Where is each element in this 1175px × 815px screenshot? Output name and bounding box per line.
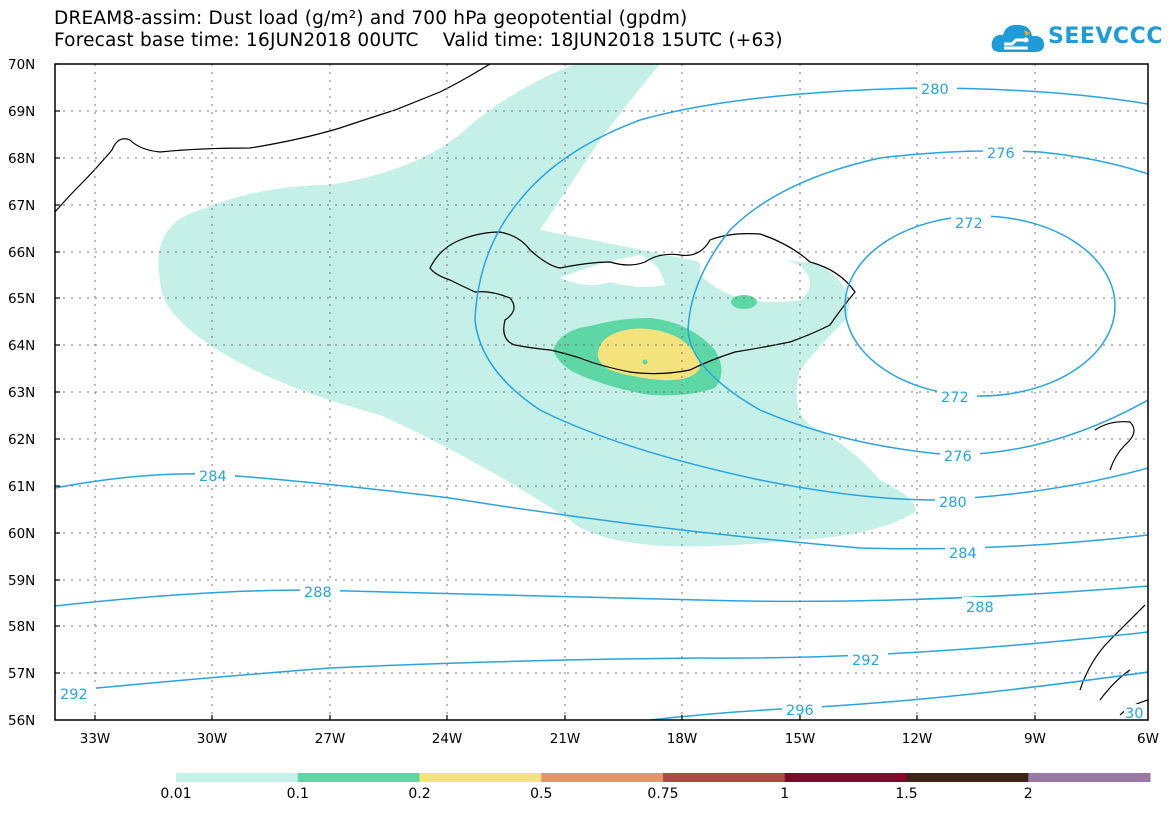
contour-label: 292 xyxy=(60,687,88,703)
lon-label: 27W xyxy=(315,731,346,747)
lon-label: 18W xyxy=(667,731,698,747)
contour-label: 272 xyxy=(941,390,969,406)
lat-label: 65N xyxy=(8,291,35,307)
contour-272 xyxy=(844,215,1116,397)
lat-label: 69N xyxy=(8,104,35,120)
title-line-2: Forecast base time: 16JUN2018 00UTC Vali… xyxy=(54,30,783,51)
lat-label: 68N xyxy=(8,151,35,167)
lat-label: 66N xyxy=(8,245,35,261)
lat-label: 61N xyxy=(8,479,35,495)
colorbar-tick-label: 0.1 xyxy=(286,786,309,802)
geopotential-contours xyxy=(55,87,1148,720)
colorbar-tick-label: 2 xyxy=(1023,786,1033,802)
contour-label: 272 xyxy=(955,216,983,232)
contour-label: 288 xyxy=(304,585,332,601)
lat-label: 60N xyxy=(8,526,35,542)
colorbar-tick-label: 0.75 xyxy=(647,786,679,802)
colorbar-segment xyxy=(784,773,907,782)
lon-label: 6W xyxy=(1137,731,1159,747)
contour-276-south xyxy=(687,329,1148,456)
contour-label: 280 xyxy=(939,495,967,511)
latitude-labels: 70N 69N 68N 67N 66N 65N 64N 63N 62N 61N … xyxy=(8,57,35,729)
lon-label: 9W xyxy=(1024,731,1046,747)
lat-label: 62N xyxy=(8,432,35,448)
colorbar-tick-label: 0.2 xyxy=(408,786,431,802)
colorbar-segment xyxy=(297,773,420,782)
contour-280 xyxy=(474,87,1148,321)
lon-label: 30W xyxy=(197,731,228,747)
colorbar-tick-label: 1 xyxy=(780,786,790,802)
lat-label: 56N xyxy=(8,713,35,729)
land-clear-area-east xyxy=(700,253,810,303)
colorbar-segment xyxy=(541,773,664,782)
lon-label: 15W xyxy=(785,731,816,747)
lat-label: 58N xyxy=(8,619,35,635)
colorbar-tick-label: 0.01 xyxy=(160,786,192,802)
lon-label: 33W xyxy=(80,731,111,747)
dust-patch-0.1 xyxy=(731,295,757,309)
lat-label: 67N xyxy=(8,198,35,214)
colorbar-segment xyxy=(663,773,786,782)
colorbar-segment xyxy=(1028,773,1151,782)
lon-label: 12W xyxy=(902,731,933,747)
contour-296 xyxy=(649,671,1148,720)
contour-label: 288 xyxy=(966,600,994,616)
contour-labels: 280 276 272 272 276 280 284 284 288 288 … xyxy=(56,79,1146,722)
contour-label: 296 xyxy=(786,703,814,719)
coastlines xyxy=(55,64,1148,716)
seevccc-logo: SEEVCCC xyxy=(990,18,1162,58)
map-plot-area: 280 276 272 272 276 280 284 284 288 288 … xyxy=(55,64,1148,722)
lat-label: 70N xyxy=(8,57,35,73)
lon-label: 21W xyxy=(550,731,581,747)
lat-label: 63N xyxy=(8,385,35,401)
colorbar-segment xyxy=(176,773,299,782)
longitude-labels: 33W 30W 27W 24W 21W 18W 15W 12W 9W 6W xyxy=(80,731,1159,747)
lat-label: 57N xyxy=(8,666,35,682)
logo-text: SEEVCCC xyxy=(1048,24,1163,49)
contour-label: 284 xyxy=(949,546,977,562)
dust-dot xyxy=(642,359,648,365)
dust-area-0.2 xyxy=(597,328,700,381)
dust-area-0.01 xyxy=(158,64,916,547)
colorbar-tick-label: 0.5 xyxy=(530,786,553,802)
contour-label: 284 xyxy=(199,469,227,485)
colorbar-segment xyxy=(906,773,1029,782)
graticule xyxy=(55,64,1148,720)
cloud-icon xyxy=(991,24,1044,52)
colorbar xyxy=(176,773,1151,782)
tick-marks xyxy=(55,63,1036,720)
lat-label: 64N xyxy=(8,338,35,354)
contour-292 xyxy=(55,631,1148,693)
contour-276 xyxy=(687,150,1148,331)
contour-label: 30 xyxy=(1125,706,1143,722)
title-line-1: DREAM8-assim: Dust load (g/m²) and 700 h… xyxy=(54,8,688,29)
lat-label: 59N xyxy=(8,573,35,589)
contour-280-south xyxy=(474,319,1148,501)
contour-288 xyxy=(55,585,1148,607)
contour-label: 276 xyxy=(987,146,1015,162)
lon-label: 24W xyxy=(432,731,463,747)
contour-label: 292 xyxy=(852,653,880,669)
colorbar-segment xyxy=(419,773,542,782)
contour-label: 276 xyxy=(944,449,972,465)
contour-label: 280 xyxy=(921,82,949,98)
land-clear-area xyxy=(560,255,665,287)
colorbar-tick-label: 1.5 xyxy=(895,786,918,802)
